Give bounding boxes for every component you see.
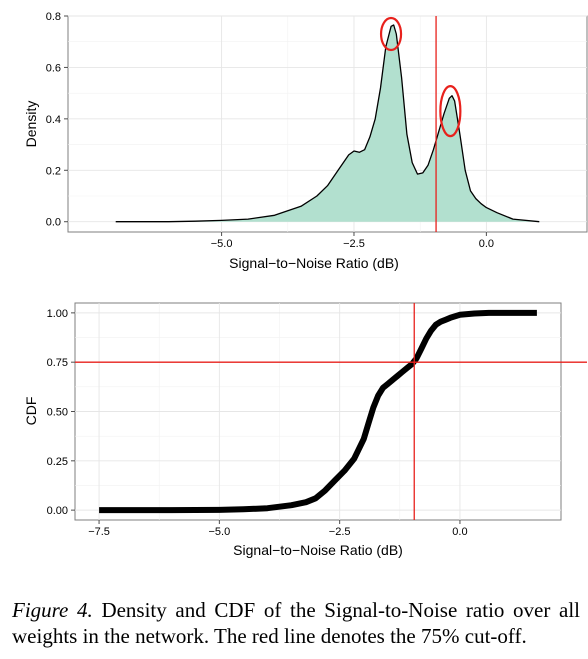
x-tick-label: −2.5: [329, 526, 351, 538]
cdf-chart: −7.5 −5.0 −2.5 0.0 0.00 0.25 0.50 0.75 1.00 Sign…: [23, 302, 587, 558]
y-tick-label: 0.75: [47, 357, 68, 369]
y-tick-label: 0.50: [47, 407, 68, 419]
x-tick-label: 0.0: [479, 238, 494, 250]
cdf-marks: [75, 303, 587, 520]
y-tick-label: 1.00: [47, 308, 68, 320]
figure-caption: Figure 4. Density and CDF of the Signal-…: [12, 597, 580, 649]
caption-text: Density and CDF of the Signal-to-Noise r…: [12, 598, 581, 648]
density-area-fill: [115, 25, 540, 222]
density-axis-ticks: −5.0 −2.5 0.0 0.0 0.2 0.4 0.6 0.8: [46, 11, 494, 250]
x-tick-label: 0.0: [452, 526, 467, 538]
x-tick-label: −5.0: [211, 238, 233, 250]
y-tick-label: 0.2: [46, 165, 61, 177]
density-marks: [115, 16, 540, 232]
density-y-axis-label: Density: [23, 101, 39, 148]
cdf-x-axis-label: Signal−to−Noise Ratio (dB): [233, 542, 403, 558]
y-tick-label: 0.00: [47, 505, 68, 517]
y-tick-label: 0.25: [47, 456, 68, 468]
x-tick-label: −2.5: [343, 238, 365, 250]
figure-canvas: −5.0 −2.5 0.0 0.0 0.2 0.4 0.6 0.8 Signal−to−Noi…: [23, 11, 588, 558]
density-curve: [115, 24, 540, 223]
y-tick-label: 0.0: [46, 217, 61, 229]
density-chart: −5.0 −2.5 0.0 0.0 0.2 0.4 0.6 0.8 Signal−to−Noi…: [23, 11, 588, 271]
y-tick-label: 0.6: [46, 62, 61, 74]
cdf-y-axis-label: CDF: [23, 397, 39, 426]
x-tick-label: −7.5: [88, 526, 110, 538]
cdf-axis-ticks: −7.5 −5.0 −2.5 0.0 0.00 0.25 0.50 0.75 1.00: [47, 308, 468, 538]
y-tick-label: 0.4: [46, 114, 61, 126]
cdf-curve: [99, 309, 537, 514]
x-tick-label: −5.0: [208, 526, 230, 538]
density-x-axis-label: Signal−to−Noise Ratio (dB): [229, 255, 399, 271]
peak-highlight-ellipse: [439, 85, 462, 138]
peak-highlight-ellipse: [379, 16, 403, 52]
y-tick-label: 0.8: [46, 11, 61, 23]
caption-label: Figure 4.: [12, 598, 93, 622]
